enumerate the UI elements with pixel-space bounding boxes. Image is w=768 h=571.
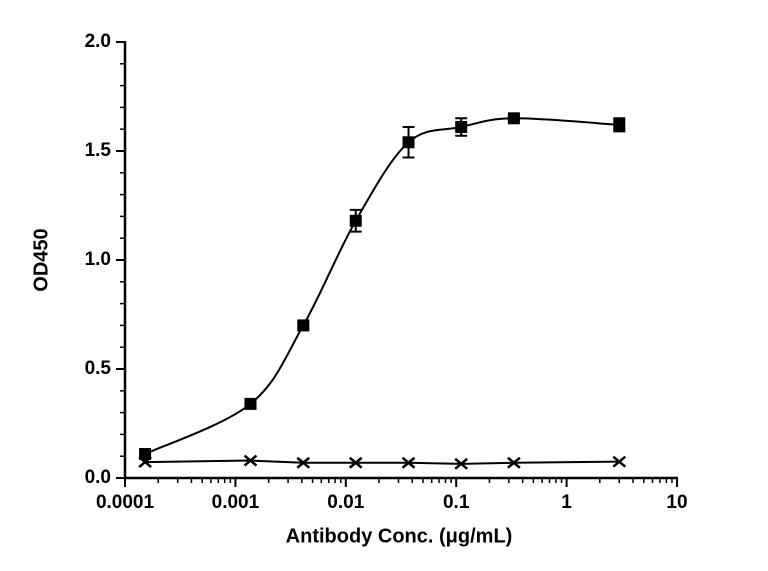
marker [613,118,626,131]
x-tick-label: 0.001 [212,492,260,513]
marker [401,456,416,469]
x-tick-label: 10 [666,492,687,513]
y-tick-label: 0.5 [85,358,112,379]
marker [455,121,468,134]
marker [454,457,469,470]
marker [507,456,521,469]
marker [348,456,363,469]
marker [349,214,362,227]
y-tick-label: 0.0 [85,467,111,488]
y-tick-label: 1.5 [85,140,112,161]
x-tick-label: 1 [561,492,572,513]
marker [297,319,310,332]
marker [612,455,627,468]
series-line [145,459,620,465]
x-tick-label: 0.01 [327,492,364,513]
x-axis-title: Antibody Conc. (μg/mL) [286,525,513,547]
marker [139,448,152,461]
marker [244,397,257,410]
marker [296,456,311,469]
y-tick-label: 1.0 [85,249,111,270]
x-tick-label: 0.0001 [96,492,155,513]
series-line [144,117,620,455]
marker [507,112,520,125]
x-tick-label: 0.1 [443,492,470,513]
marker [243,454,258,467]
marker [138,456,152,469]
y-axis-title: OD450 [30,228,52,291]
y-tick-label: 2.0 [85,31,111,52]
marker [402,136,415,149]
